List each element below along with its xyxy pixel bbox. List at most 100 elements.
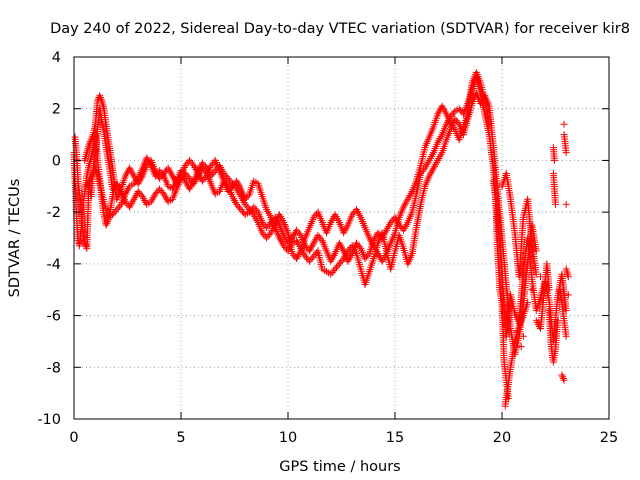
data-point: [515, 324, 523, 332]
data-point: [333, 263, 341, 271]
data-point: [224, 175, 232, 183]
data-point: [305, 257, 313, 265]
data-point: [322, 245, 330, 253]
data-point: [283, 227, 291, 235]
data-point: [446, 118, 454, 126]
data-point: [433, 140, 441, 148]
data-point: [424, 135, 432, 143]
data-point: [412, 179, 420, 187]
data-point: [237, 206, 245, 214]
data-point: [82, 153, 90, 161]
data-point: [172, 179, 180, 187]
data-point: [110, 209, 118, 217]
data-point: [403, 220, 411, 228]
data-point: [226, 186, 234, 194]
data-point: [318, 263, 326, 271]
data-point: [449, 124, 457, 132]
data-point: [201, 174, 209, 182]
data-point: [317, 235, 325, 243]
data-point: [562, 304, 570, 312]
data-point: [84, 143, 92, 151]
data-point: [213, 189, 221, 197]
data-point: [86, 137, 94, 145]
data-point: [558, 296, 566, 304]
data-point: [558, 371, 566, 379]
y-axis-label: SDTVAR / TECUs: [7, 179, 23, 298]
y-tick-label: 4: [52, 50, 61, 66]
data-point: [257, 227, 265, 235]
data-point: [442, 122, 450, 130]
data-point: [136, 189, 144, 197]
data-point: [226, 176, 234, 184]
data-point: [386, 220, 394, 228]
x-axis-label: GPS time / hours: [279, 459, 400, 475]
data-point: [96, 92, 104, 100]
data-point: [315, 233, 323, 241]
axis-ticks: [73, 56, 610, 420]
data-point: [559, 374, 567, 382]
data-point: [251, 205, 259, 213]
data-point: [300, 236, 308, 244]
x-tick-label: 15: [386, 430, 404, 446]
x-tick-label: 25: [600, 430, 618, 446]
data-point: [562, 330, 570, 338]
data-point: [407, 210, 415, 218]
chart-title: Day 240 of 2022, Sidereal Day-to-day VTE…: [50, 21, 630, 37]
data-point: [116, 187, 124, 195]
data-point: [223, 173, 231, 181]
data-point: [476, 77, 484, 85]
data-point: [89, 132, 97, 140]
data-point: [504, 392, 512, 400]
x-tick-label: 20: [493, 430, 511, 446]
data-point: [113, 206, 121, 214]
data-point: [300, 250, 308, 258]
data-point: [399, 242, 407, 250]
data-point: [166, 197, 174, 205]
data-point: [335, 260, 343, 268]
data-point: [559, 373, 567, 381]
data-point: [330, 267, 338, 275]
data-point: [564, 273, 572, 281]
data-point: [232, 198, 240, 206]
data-point: [437, 151, 445, 159]
data-point: [328, 268, 336, 276]
data-point: [308, 254, 316, 262]
data-point: [351, 248, 359, 256]
data-point: [551, 198, 559, 206]
x-tick-label: 5: [176, 430, 185, 446]
data-point: [320, 266, 328, 274]
data-point: [270, 221, 278, 229]
data-point: [428, 166, 436, 174]
data-point: [253, 206, 261, 214]
data-point: [249, 179, 257, 187]
data-point: [416, 203, 424, 211]
data-point: [253, 217, 261, 225]
data-point: [250, 203, 258, 211]
data-point: [247, 207, 255, 215]
data-point: [506, 193, 514, 201]
data-point: [290, 238, 298, 246]
data-point: [167, 170, 175, 178]
data-point: [186, 175, 194, 183]
data-point: [338, 256, 346, 264]
data-point: [294, 228, 302, 236]
data-point: [86, 139, 94, 147]
data-point: [536, 296, 544, 304]
data-point: [252, 178, 260, 186]
data-point: [172, 187, 180, 195]
data-point: [412, 192, 420, 200]
data-point: [485, 118, 493, 126]
data-point: [200, 175, 208, 183]
data-point: [563, 269, 571, 277]
data-point: [395, 216, 403, 224]
data-point: [163, 196, 171, 204]
data-point: [305, 226, 313, 234]
data-point: [362, 253, 370, 261]
y-tick-label: -8: [47, 360, 61, 376]
data-point: [288, 247, 296, 255]
data-point: [104, 154, 112, 162]
data-point: [528, 237, 536, 245]
data-point: [137, 191, 145, 199]
data-point: [369, 257, 377, 265]
